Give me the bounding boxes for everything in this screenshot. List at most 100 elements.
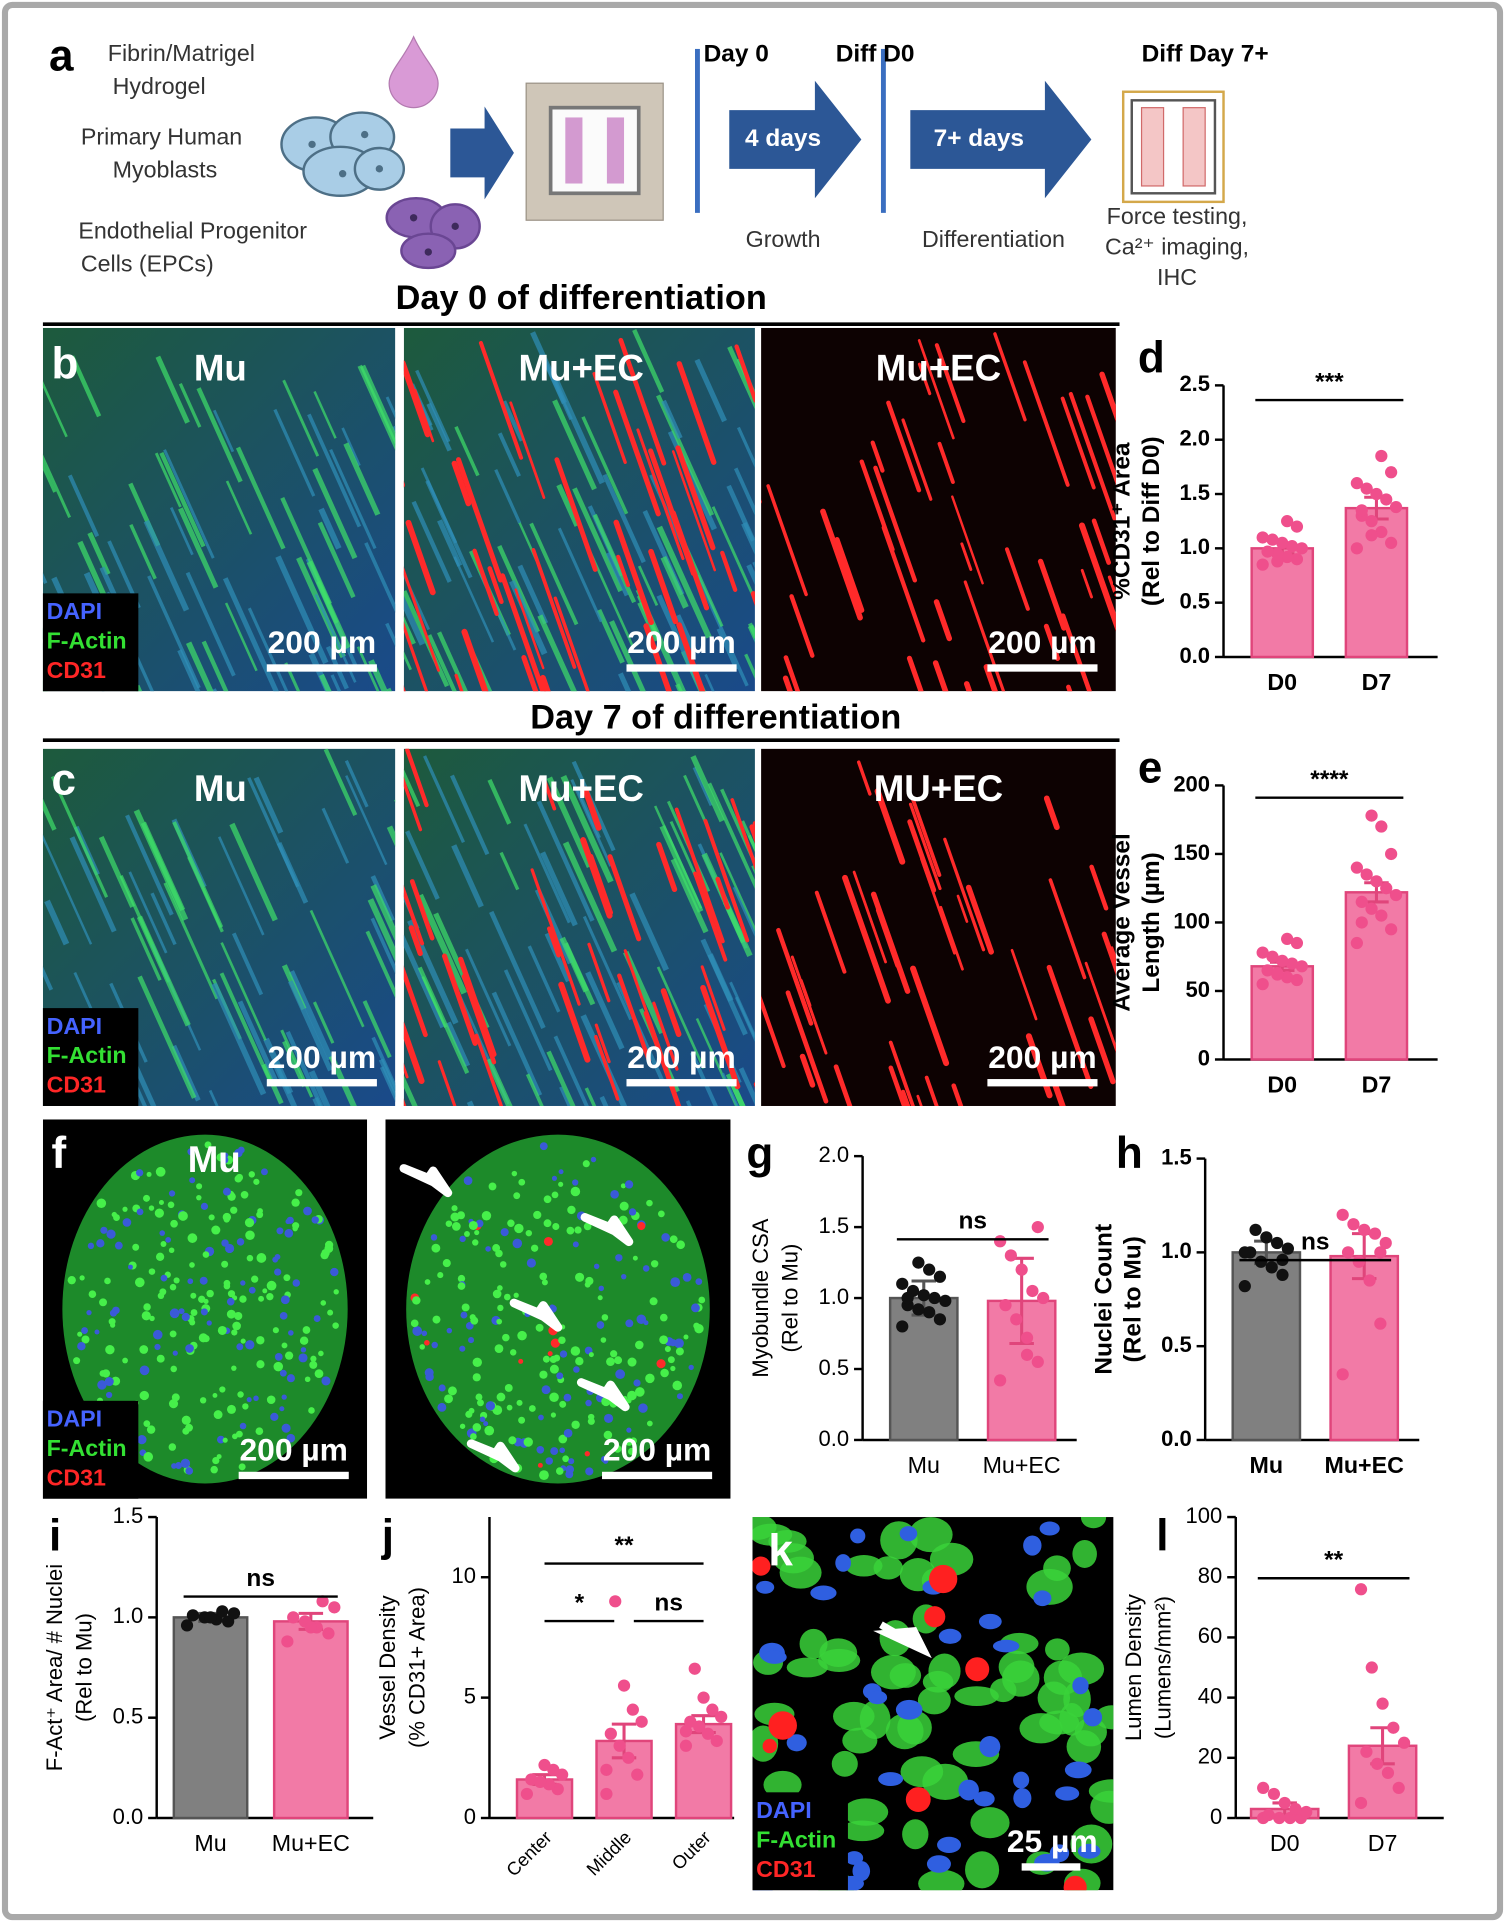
- fiber: [201, 640, 229, 692]
- fiber: [370, 875, 395, 922]
- vessel: [901, 418, 933, 501]
- speckle: [627, 1390, 637, 1401]
- scale-label: 200 µm: [988, 624, 1096, 660]
- fiber: [344, 760, 369, 808]
- y-tick-label: 1.5: [1161, 1144, 1192, 1169]
- speckle: [251, 1275, 259, 1283]
- section-heading: Day 0 of differentiation: [396, 279, 767, 317]
- data-point: [1355, 916, 1368, 929]
- vessel: [553, 596, 590, 692]
- vessel: [674, 807, 725, 944]
- arrow: [576, 1378, 630, 1412]
- fiber: [171, 1044, 201, 1102]
- fiber: [716, 628, 738, 671]
- speckle: [600, 1455, 608, 1463]
- y-axis-label: Vessel Density: [375, 1595, 400, 1739]
- fiber: [748, 622, 755, 640]
- fiber: [729, 981, 755, 1038]
- significance-label: ns: [654, 1589, 683, 1616]
- speckle: [253, 1178, 260, 1185]
- data-point: [631, 1768, 644, 1781]
- fiber: [588, 550, 635, 648]
- speckle: [232, 1321, 241, 1331]
- speckle: [204, 1141, 212, 1149]
- data-point: [933, 1270, 947, 1283]
- scale-bar: [626, 1079, 737, 1087]
- data-point: [1355, 504, 1368, 517]
- data-point: [617, 1679, 631, 1692]
- speckle: [646, 1199, 653, 1207]
- time-line: [694, 48, 700, 213]
- vessel: [1101, 931, 1116, 976]
- data-point: [1385, 466, 1398, 479]
- speckle: [615, 1369, 626, 1380]
- speckle: [274, 1268, 282, 1276]
- fiber: [451, 844, 484, 908]
- speckle: [216, 1435, 225, 1444]
- speckle: [563, 1428, 573, 1438]
- speckle: [563, 1393, 572, 1402]
- fiber: [185, 571, 236, 677]
- speckle: [200, 1308, 208, 1316]
- speckle: [225, 1243, 235, 1254]
- fiber: [704, 673, 715, 692]
- speckle: [281, 1342, 288, 1349]
- cell: [1072, 1539, 1097, 1568]
- speckle: [444, 1394, 453, 1404]
- fiber: [602, 473, 646, 564]
- speckle: [674, 1338, 684, 1349]
- speckle: [288, 1330, 294, 1336]
- vessel: [910, 795, 942, 877]
- vessel: [676, 622, 706, 692]
- speckle: [642, 1265, 650, 1272]
- fiber: [415, 369, 451, 443]
- speckle: [606, 1357, 615, 1367]
- data-point: [999, 1299, 1012, 1312]
- panel-letter: c: [51, 756, 76, 805]
- input-label: Myoblasts: [113, 156, 218, 182]
- fiber: [637, 565, 659, 607]
- fiber: [618, 672, 632, 692]
- fiber: [421, 976, 447, 1029]
- image-background: [761, 327, 1116, 692]
- speckle: [541, 1385, 551, 1395]
- speckle: [585, 1399, 592, 1407]
- speckle: [488, 1182, 497, 1191]
- channel-label: F-Actin: [756, 1826, 836, 1852]
- data-point: [281, 1635, 294, 1648]
- speckle: [431, 1243, 441, 1253]
- cell: [779, 1556, 822, 1589]
- fiber: [523, 823, 571, 924]
- y-tick-label: 10: [452, 1563, 477, 1588]
- nucleus: [992, 1639, 1020, 1653]
- speckle: [104, 1277, 111, 1285]
- y-tick-label: 100: [1173, 908, 1210, 933]
- fiber: [445, 1021, 471, 1068]
- fiber: [70, 355, 102, 418]
- data-point: [204, 1611, 217, 1624]
- speckle: [543, 1195, 552, 1204]
- speckle: [559, 1350, 568, 1358]
- significance-label: ***: [1315, 368, 1344, 395]
- significance-label: **: [1324, 1547, 1344, 1574]
- fiber: [732, 886, 755, 938]
- speckle: [597, 1295, 603, 1301]
- y-axis-label: (Rel to Mu): [1120, 1236, 1147, 1362]
- speckle: [481, 1211, 492, 1221]
- y-tick-label: 0.0: [1161, 1426, 1192, 1451]
- vessel: [441, 953, 478, 1046]
- fiber: [427, 634, 457, 692]
- cd31-spot: [929, 1564, 958, 1594]
- speckle: [610, 1350, 618, 1358]
- fiber: [423, 755, 465, 844]
- fiber: [143, 519, 190, 612]
- speckle: [484, 1425, 495, 1436]
- fiber: [159, 452, 206, 548]
- scale-bar: [266, 1079, 377, 1087]
- fiber: [609, 620, 646, 692]
- panel-letter: j: [381, 1512, 394, 1561]
- readout: Ca²⁺ imaging,: [1105, 233, 1249, 259]
- speckle: [492, 1289, 502, 1299]
- nucleus: [899, 1526, 918, 1542]
- y-tick-label: 5: [464, 1683, 476, 1708]
